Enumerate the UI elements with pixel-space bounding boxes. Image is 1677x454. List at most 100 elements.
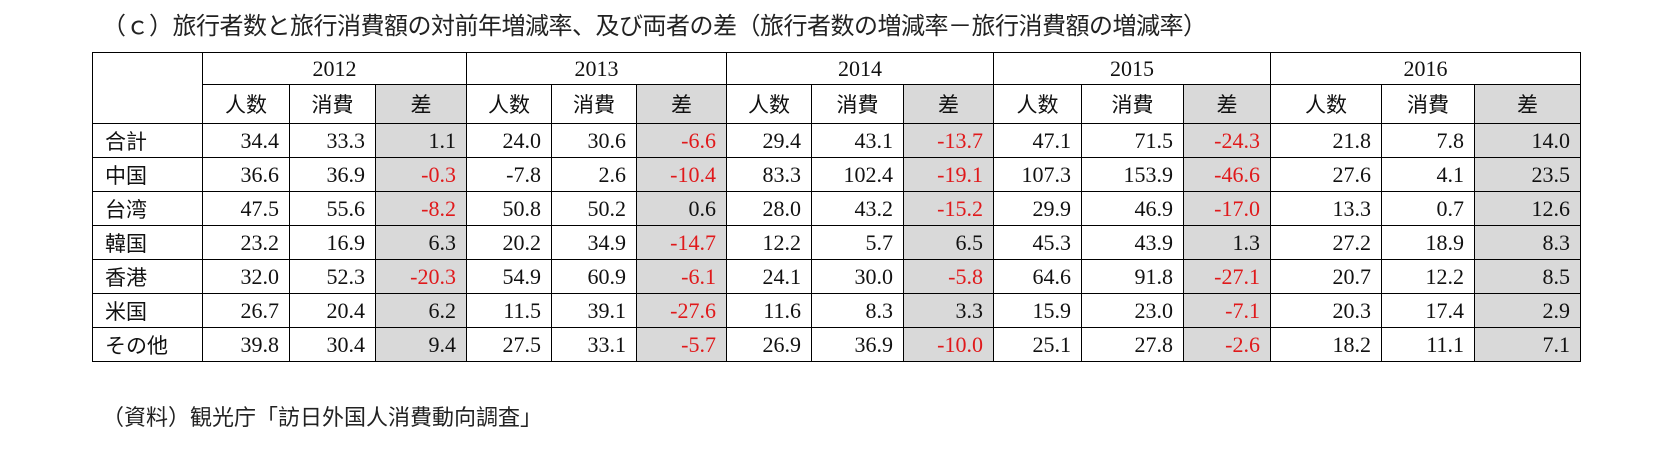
cell-spending: 30.6 xyxy=(551,123,637,158)
cell-visitors: 13.3 xyxy=(1270,191,1382,226)
cell-difference: -13.7 xyxy=(903,123,994,158)
cell-difference: 1.3 xyxy=(1183,225,1271,260)
cell-difference: 8.3 xyxy=(1474,225,1581,260)
cell-difference: -46.6 xyxy=(1183,157,1271,192)
cell-difference: -17.0 xyxy=(1183,191,1271,226)
row-label: 米国 xyxy=(92,293,203,328)
cell-difference: -8.2 xyxy=(375,191,467,226)
year-header: 2016 xyxy=(1270,52,1581,85)
year-header: 2015 xyxy=(993,52,1271,85)
cell-difference: -7.1 xyxy=(1183,293,1271,328)
cell-visitors: 34.4 xyxy=(202,123,290,158)
header-spending: 消費 xyxy=(1381,84,1475,124)
cell-visitors: 27.2 xyxy=(1270,225,1382,260)
cell-spending: 34.9 xyxy=(551,225,637,260)
cell-spending: 36.9 xyxy=(811,327,904,362)
cell-difference: 2.9 xyxy=(1474,293,1581,328)
cell-difference: -19.1 xyxy=(903,157,994,192)
cell-visitors: 83.3 xyxy=(726,157,812,192)
cell-difference: -24.3 xyxy=(1183,123,1271,158)
cell-visitors: 36.6 xyxy=(202,157,290,192)
table-row: 韓国 23.2 16.9 6.3 20.2 34.9 -14.7 12.2 5.7 6.5 45.3… xyxy=(92,225,1581,260)
cell-visitors: -7.8 xyxy=(466,157,552,192)
cell-difference: -10.0 xyxy=(903,327,994,362)
header-difference: 差 xyxy=(903,84,994,124)
cell-visitors: 24.1 xyxy=(726,259,812,294)
corner-cell xyxy=(92,52,203,124)
cell-spending: 5.7 xyxy=(811,225,904,260)
cell-visitors: 15.9 xyxy=(993,293,1082,328)
cell-difference: 14.0 xyxy=(1474,123,1581,158)
cell-difference: 7.1 xyxy=(1474,327,1581,362)
cell-difference: -2.6 xyxy=(1183,327,1271,362)
cell-spending: 52.3 xyxy=(289,259,376,294)
cell-difference: 9.4 xyxy=(375,327,467,362)
cell-spending: 16.9 xyxy=(289,225,376,260)
row-label: 香港 xyxy=(92,259,203,294)
cell-visitors: 45.3 xyxy=(993,225,1082,260)
cell-spending: 23.0 xyxy=(1081,293,1184,328)
row-label: 中国 xyxy=(92,157,203,192)
cell-spending: 46.9 xyxy=(1081,191,1184,226)
cell-visitors: 29.9 xyxy=(993,191,1082,226)
cell-difference: 0.6 xyxy=(636,191,727,226)
cell-visitors: 28.0 xyxy=(726,191,812,226)
cell-difference: 12.6 xyxy=(1474,191,1581,226)
cell-difference: -5.8 xyxy=(903,259,994,294)
header-spending: 消費 xyxy=(811,84,904,124)
cell-visitors: 107.3 xyxy=(993,157,1082,192)
cell-difference: -14.7 xyxy=(636,225,727,260)
cell-difference: -27.6 xyxy=(636,293,727,328)
header-difference: 差 xyxy=(1183,84,1271,124)
table-row: 中国 36.6 36.9 -0.3 -7.8 2.6 -10.4 83.3 102.4 -19.1… xyxy=(92,157,1581,192)
cell-spending: 12.2 xyxy=(1381,259,1475,294)
cell-visitors: 32.0 xyxy=(202,259,290,294)
header-difference: 差 xyxy=(1474,84,1581,124)
cell-difference: 8.5 xyxy=(1474,259,1581,294)
cell-visitors: 47.5 xyxy=(202,191,290,226)
cell-difference: -6.1 xyxy=(636,259,727,294)
cell-spending: 60.9 xyxy=(551,259,637,294)
cell-spending: 43.1 xyxy=(811,123,904,158)
cell-difference: 6.3 xyxy=(375,225,467,260)
cell-spending: 36.9 xyxy=(289,157,376,192)
cell-spending: 7.8 xyxy=(1381,123,1475,158)
cell-difference: -15.2 xyxy=(903,191,994,226)
table-row: その他 39.8 30.4 9.4 27.5 33.1 -5.7 26.9 36.9 -10.0 2… xyxy=(92,327,1581,362)
header-spending: 消費 xyxy=(1081,84,1184,124)
cell-spending: 27.8 xyxy=(1081,327,1184,362)
table-row: 合計 34.4 33.3 1.1 24.0 30.6 -6.6 29.4 43.1 -13.7 47… xyxy=(92,123,1581,158)
cell-spending: 39.1 xyxy=(551,293,637,328)
header-difference: 差 xyxy=(375,84,467,124)
cell-visitors: 27.5 xyxy=(466,327,552,362)
cell-spending: 43.9 xyxy=(1081,225,1184,260)
cell-difference: 23.5 xyxy=(1474,157,1581,192)
cell-spending: 18.9 xyxy=(1381,225,1475,260)
cell-visitors: 26.9 xyxy=(726,327,812,362)
growth-rate-table: 2012 2013 2014 2015 2016 人数 消費差人数 消費差人数 消費差… xyxy=(92,52,1581,362)
cell-visitors: 25.1 xyxy=(993,327,1082,362)
cell-visitors: 27.6 xyxy=(1270,157,1382,192)
cell-difference: 1.1 xyxy=(375,123,467,158)
row-label: 台湾 xyxy=(92,191,203,226)
header-visitors: 人数 xyxy=(993,84,1082,124)
year-header: 2013 xyxy=(466,52,727,85)
cell-visitors: 29.4 xyxy=(726,123,812,158)
cell-spending: 102.4 xyxy=(811,157,904,192)
cell-spending: 91.8 xyxy=(1081,259,1184,294)
cell-spending: 20.4 xyxy=(289,293,376,328)
cell-spending: 2.6 xyxy=(551,157,637,192)
year-header-row: 2012 2013 2014 2015 2016 xyxy=(92,52,1581,124)
cell-visitors: 26.7 xyxy=(202,293,290,328)
cell-difference: -10.4 xyxy=(636,157,727,192)
cell-visitors: 21.8 xyxy=(1270,123,1382,158)
cell-spending: 55.6 xyxy=(289,191,376,226)
cell-visitors: 11.6 xyxy=(726,293,812,328)
cell-difference: 3.3 xyxy=(903,293,994,328)
cell-spending: 33.3 xyxy=(289,123,376,158)
cell-spending: 30.4 xyxy=(289,327,376,362)
cell-visitors: 64.6 xyxy=(993,259,1082,294)
cell-difference: 6.2 xyxy=(375,293,467,328)
cell-difference: -20.3 xyxy=(375,259,467,294)
cell-visitors: 47.1 xyxy=(993,123,1082,158)
